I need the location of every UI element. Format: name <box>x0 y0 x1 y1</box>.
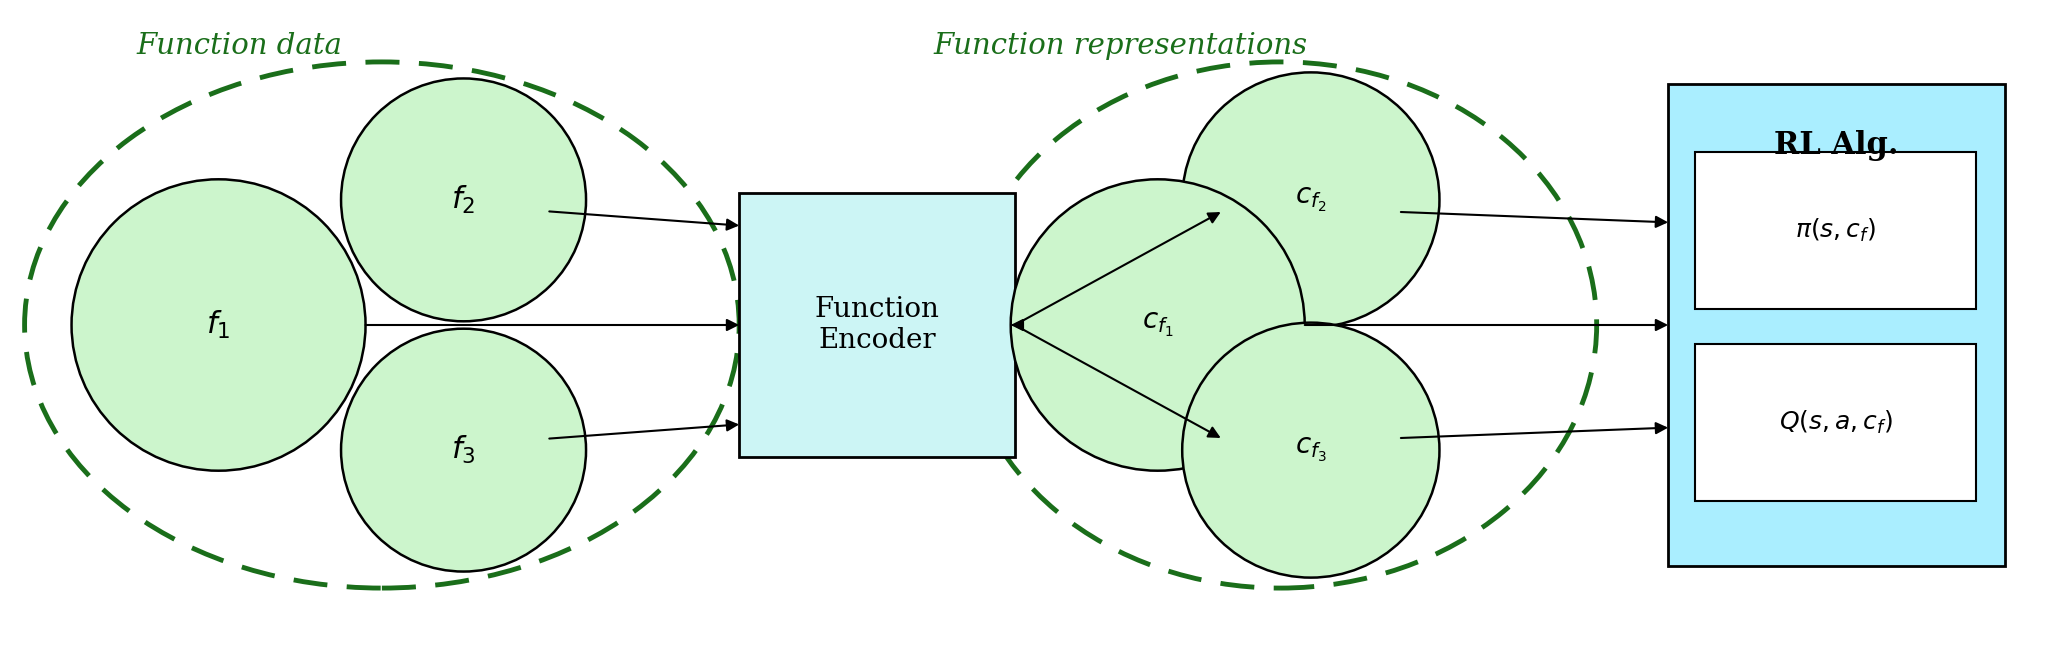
Text: Function
Encoder: Function Encoder <box>814 296 939 354</box>
Text: $c_{f_3}$: $c_{f_3}$ <box>1296 436 1326 464</box>
Text: $Q(s, a, c_f)$: $Q(s, a, c_f)$ <box>1779 410 1892 436</box>
Ellipse shape <box>72 179 365 471</box>
Text: $c_{f_1}$: $c_{f_1}$ <box>1142 311 1173 339</box>
Ellipse shape <box>1183 72 1439 328</box>
Text: $f_3$: $f_3$ <box>451 434 476 466</box>
Text: Function representations: Function representations <box>933 32 1308 60</box>
FancyBboxPatch shape <box>1695 344 1976 501</box>
Text: RL Alg.: RL Alg. <box>1775 130 1898 161</box>
Text: $\pi(s, c_f)$: $\pi(s, c_f)$ <box>1796 216 1876 244</box>
Ellipse shape <box>1183 322 1439 578</box>
Ellipse shape <box>1011 179 1304 471</box>
Text: $f_2$: $f_2$ <box>451 184 476 216</box>
Text: $f_1$: $f_1$ <box>207 309 232 341</box>
Text: Function data: Function data <box>137 32 342 60</box>
Ellipse shape <box>340 79 586 321</box>
FancyBboxPatch shape <box>740 194 1015 456</box>
Ellipse shape <box>340 329 586 571</box>
FancyBboxPatch shape <box>1669 84 2005 566</box>
FancyBboxPatch shape <box>1695 151 1976 309</box>
Text: $c_{f_2}$: $c_{f_2}$ <box>1296 186 1326 214</box>
